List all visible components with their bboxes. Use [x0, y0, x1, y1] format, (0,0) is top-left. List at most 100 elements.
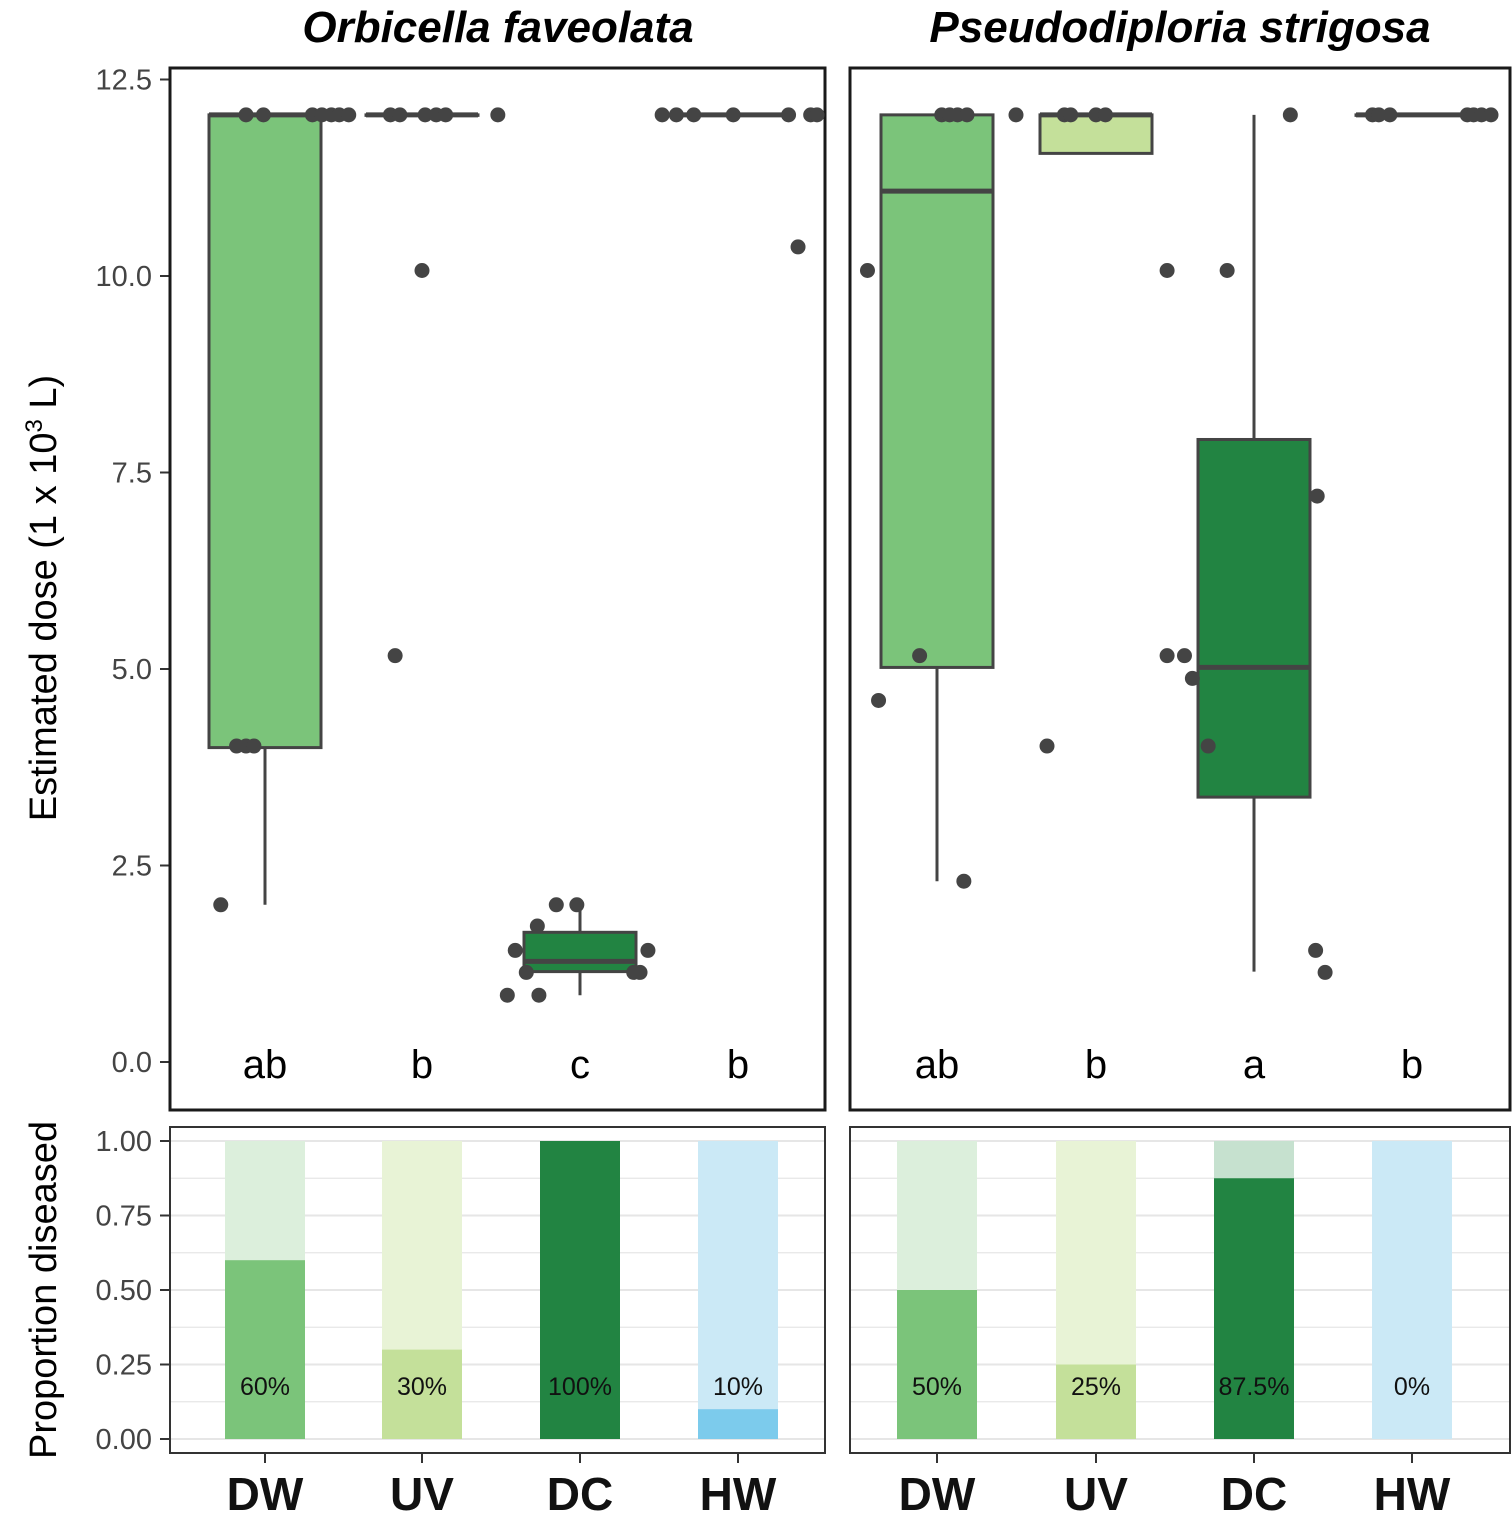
- box-dw: [207, 113, 323, 750]
- data-point: [392, 107, 408, 123]
- significance-letter: ab: [915, 1043, 960, 1087]
- proportion-bar-uv: [1056, 1364, 1136, 1439]
- data-point: [632, 964, 648, 980]
- data-point: [809, 107, 825, 123]
- proportion-bar-dc: [540, 1141, 620, 1439]
- proportion-label: 25%: [1071, 1373, 1121, 1401]
- data-point: [438, 107, 454, 123]
- proportion-label: 30%: [397, 1373, 447, 1401]
- y-tick-label-main: 12.5: [96, 65, 152, 97]
- y-tick-label-main: 2.5: [112, 851, 152, 883]
- x-category-label: HW: [1374, 1468, 1451, 1520]
- proportion-bar-hw: [698, 1409, 778, 1439]
- proportion-label: 60%: [240, 1373, 290, 1401]
- data-point: [790, 239, 806, 255]
- significance-letter: b: [1401, 1043, 1423, 1087]
- data-point: [414, 262, 430, 278]
- data-point: [1097, 107, 1113, 123]
- data-point: [1008, 107, 1024, 123]
- x-category-label: DW: [899, 1468, 976, 1520]
- y-tick-label-proportion: 0.00: [96, 1424, 152, 1456]
- data-point: [531, 987, 547, 1003]
- data-point: [859, 262, 875, 278]
- x-category-label: DC: [547, 1468, 613, 1520]
- significance-letter: ab: [243, 1043, 288, 1087]
- y-axis-label-proportion: Proportion diseased: [23, 1121, 65, 1459]
- data-point: [1039, 738, 1055, 754]
- y-axis-label-dose-sup: 3: [21, 419, 48, 432]
- panel-title-left: Orbicella faveolata: [302, 3, 693, 52]
- y-tick-label-proportion: 0.75: [96, 1201, 152, 1233]
- data-point: [1317, 964, 1333, 980]
- data-point: [387, 648, 403, 664]
- box-dc: [522, 930, 638, 974]
- x-category-label: DW: [227, 1468, 304, 1520]
- proportion-label: 50%: [912, 1373, 962, 1401]
- proportion-bar-uv: [382, 1349, 462, 1439]
- proportion-bar-background: [1372, 1141, 1452, 1439]
- significance-letter: b: [1085, 1043, 1107, 1087]
- x-category-label: DC: [1221, 1468, 1287, 1520]
- data-point: [959, 107, 975, 123]
- y-axis-ticks-main: 0.0 2.5 5.0 7.5 10.0 12.5: [96, 65, 170, 1079]
- data-point: [686, 107, 702, 123]
- y-axis-label-dose-end: L): [23, 375, 65, 419]
- proportion-label: 100%: [548, 1373, 612, 1401]
- data-point: [518, 964, 534, 980]
- significance-letter: b: [411, 1043, 433, 1087]
- y-tick-label-proportion: 0.25: [96, 1350, 152, 1382]
- significance-letter: b: [727, 1043, 749, 1087]
- data-point: [1282, 107, 1298, 123]
- data-point: [490, 107, 506, 123]
- data-point: [912, 648, 928, 664]
- x-category-label: UV: [390, 1468, 454, 1520]
- data-point: [640, 942, 656, 958]
- data-point: [1063, 107, 1079, 123]
- data-point: [255, 107, 271, 123]
- data-point: [668, 107, 684, 123]
- data-point: [213, 897, 229, 913]
- y-tick-label-main: 5.0: [112, 654, 152, 686]
- data-point: [1382, 107, 1398, 123]
- proportion-bar-dw: [897, 1290, 977, 1439]
- data-point: [1371, 107, 1387, 123]
- y-axis-label-dose: Estimated dose (1 x 103 L): [21, 375, 65, 821]
- data-point: [654, 107, 670, 123]
- data-point: [548, 897, 564, 913]
- y-tick-label-proportion: 0.50: [96, 1275, 152, 1307]
- data-point: [569, 897, 585, 913]
- data-point: [1184, 670, 1200, 686]
- y-tick-label-main: 7.5: [112, 458, 152, 490]
- main-panel-frame: [848, 66, 1512, 1112]
- data-point: [507, 942, 523, 958]
- proportion-label: 87.5%: [1219, 1373, 1290, 1401]
- data-point: [529, 918, 545, 934]
- panel-orbicella: 60% DW 30% UV 100% DC 10% HW ab b c b: [168, 66, 827, 1520]
- significance-letter: c: [570, 1043, 590, 1087]
- main-panel-frame: [168, 66, 827, 1112]
- data-point: [238, 107, 254, 123]
- data-point: [417, 107, 433, 123]
- box-dw: [879, 113, 995, 669]
- data-point: [246, 738, 262, 754]
- proportion-bar-background: [698, 1141, 778, 1439]
- proportion-label: 0%: [1394, 1373, 1430, 1401]
- data-point: [871, 692, 887, 708]
- data-point: [1308, 942, 1324, 958]
- data-point: [1200, 738, 1216, 754]
- y-tick-label-proportion: 1.00: [96, 1126, 152, 1158]
- y-tick-label-main: 0.0: [112, 1047, 152, 1079]
- panel-title-right: Pseudodiploria strigosa: [929, 3, 1430, 52]
- proportion-bar-dc: [1214, 1178, 1294, 1439]
- data-point: [1159, 262, 1175, 278]
- data-point: [956, 873, 972, 889]
- data-point: [1309, 488, 1325, 504]
- proportion-bar-dw: [225, 1260, 305, 1439]
- significance-letter: a: [1243, 1043, 1266, 1087]
- data-point: [1219, 262, 1235, 278]
- data-point: [1159, 648, 1175, 664]
- y-axis-ticks-proportion: 0.00 0.25 0.50 0.75 1.00: [96, 1126, 170, 1456]
- x-category-label: UV: [1064, 1468, 1128, 1520]
